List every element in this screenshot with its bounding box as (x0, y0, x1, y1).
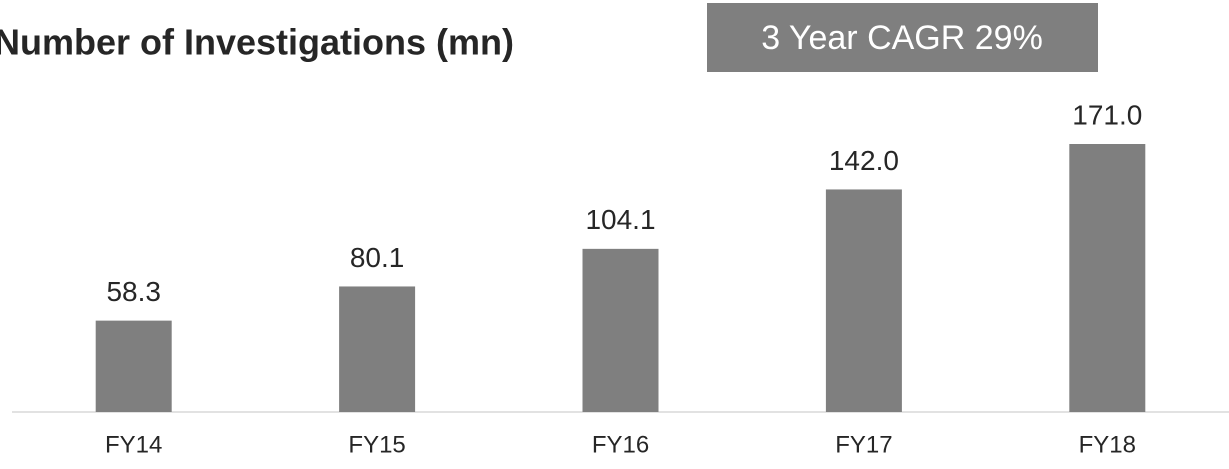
data-label: 171.0 (1072, 99, 1142, 130)
x-tick-label: FY15 (348, 431, 405, 458)
chart-title: Number of Investigations (mn) (0, 22, 514, 63)
bar (95, 320, 172, 412)
bar (339, 286, 416, 412)
data-label: 80.1 (350, 242, 405, 273)
x-tick-label: FY17 (835, 431, 892, 458)
bar (582, 248, 659, 412)
x-tick-label: FY14 (105, 431, 162, 458)
annotation: 3 Year CAGR 29% (761, 19, 1043, 57)
x-tick-label: FY16 (592, 431, 649, 458)
data-label: 142.0 (829, 145, 899, 176)
bar (1069, 144, 1146, 412)
data-label: 104.1 (585, 204, 655, 235)
data-label: 58.3 (106, 276, 161, 307)
x-tick-label: FY18 (1079, 431, 1136, 458)
annotation-box (707, 3, 1098, 72)
bar (825, 189, 902, 412)
